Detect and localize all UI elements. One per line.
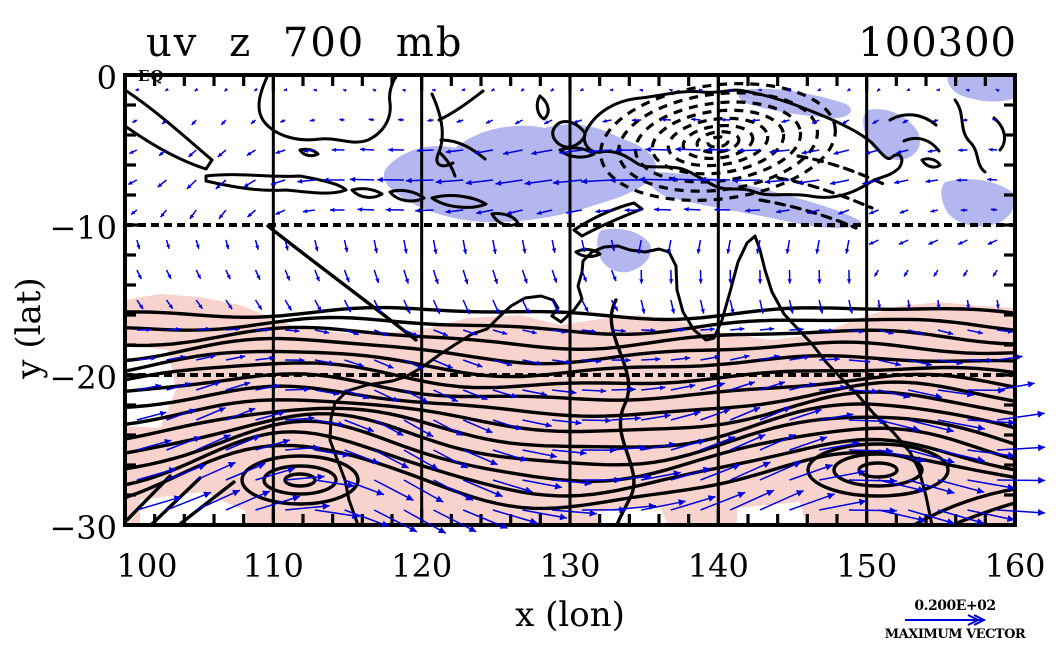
coastline-halmahera — [535, 94, 550, 121]
height-contour — [266, 224, 418, 342]
coastline-islet-ne — [920, 157, 942, 169]
coastline-solomons-1 — [953, 98, 987, 174]
dashed-low-contour — [616, 91, 820, 193]
height-contour — [125, 315, 1015, 336]
coastline-birds-head — [551, 120, 587, 149]
height-contour — [125, 361, 1015, 390]
dashed-low-contour — [796, 154, 890, 188]
height-contour — [125, 419, 1015, 484]
ridge-center-contour — [806, 442, 950, 498]
wind-vector-field — [127, 87, 1046, 534]
max-vector-value: 0.200E+02 — [914, 598, 996, 614]
blue-shaded-patch — [947, 75, 1015, 102]
x-axis-title: x (lon) — [515, 595, 625, 635]
height-contour — [125, 390, 1015, 434]
coastline-new-ireland — [902, 136, 941, 153]
y-tick-label: 0 — [96, 59, 117, 97]
height-contour — [125, 372, 1015, 402]
dashed-low-contour — [633, 100, 803, 184]
x-tick-label: 100 — [116, 547, 178, 585]
blue-shaded-patch — [648, 172, 862, 229]
x-tick-label: 140 — [687, 547, 749, 585]
x-tick-label: 130 — [539, 547, 601, 585]
blue-shaded-patch — [941, 179, 1015, 227]
coastline-sumbawa — [388, 188, 426, 203]
dashed-low-contour — [695, 130, 741, 154]
time-stamp-label: 100300 — [858, 20, 1017, 66]
coastline-sulawesi-se-arm — [439, 138, 487, 161]
x-tick-label: 120 — [391, 547, 453, 585]
coastline-new-guinea — [582, 88, 904, 199]
equator-label: EQ — [138, 67, 165, 85]
plot-title: uv z 700 mb — [146, 20, 464, 66]
y-tick-label: −30 — [49, 509, 117, 547]
ridge-center-contour — [240, 454, 360, 506]
y-axis-title: y (lat) — [9, 277, 49, 379]
max-vector-label: MAXIMUM VECTOR — [884, 627, 1026, 642]
coastline-borneo-islet — [298, 147, 320, 158]
coastline-borneo — [257, 75, 399, 144]
coastline-australia — [328, 234, 934, 525]
max-vector-arrow — [905, 614, 987, 626]
height-contour — [125, 325, 1015, 352]
height-contour — [125, 443, 1015, 511]
y-tick-label: −20 — [49, 359, 117, 397]
x-tick-label: 150 — [836, 547, 898, 585]
ridge-center-contour — [262, 464, 338, 496]
coastline-sumatra-ne-coast — [125, 88, 214, 162]
white-notch — [737, 502, 806, 525]
coastline-timor — [572, 201, 644, 238]
x-tick-label: 160 — [984, 547, 1046, 585]
height-contour — [950, 501, 1015, 525]
height-contour — [125, 402, 1015, 449]
white-notch — [598, 506, 668, 525]
coastline-bali-lombok — [350, 187, 384, 199]
dashed-low-contour — [706, 135, 730, 149]
dashed-low-contour — [599, 82, 837, 202]
y-tick-label: −10 — [49, 209, 117, 247]
coastline-sulawesi-s-arm — [437, 150, 457, 178]
coastline-flores — [430, 194, 488, 209]
coastline-sumatra-sw-coast — [125, 124, 214, 171]
height-contour — [125, 412, 1015, 467]
height-contour — [125, 474, 172, 522]
dashed-low-contour — [650, 108, 786, 176]
dashed-low-contour — [681, 123, 755, 161]
coastline-sumba — [490, 212, 520, 227]
height-contour — [125, 349, 1015, 379]
height-contour — [178, 480, 236, 525]
coastline-java — [204, 173, 348, 195]
height-contour — [125, 430, 1015, 498]
x-tick-label: 110 — [242, 547, 304, 585]
height-contour — [125, 305, 1015, 322]
coastline-solomons-2 — [992, 116, 1007, 152]
blue-shaded-patch — [597, 228, 651, 273]
dashed-low-contour — [666, 116, 770, 168]
coastline-new-britain — [888, 113, 938, 127]
coastline-sulawesi-ne-arm — [437, 89, 485, 122]
ridge-center-contour — [832, 452, 924, 488]
